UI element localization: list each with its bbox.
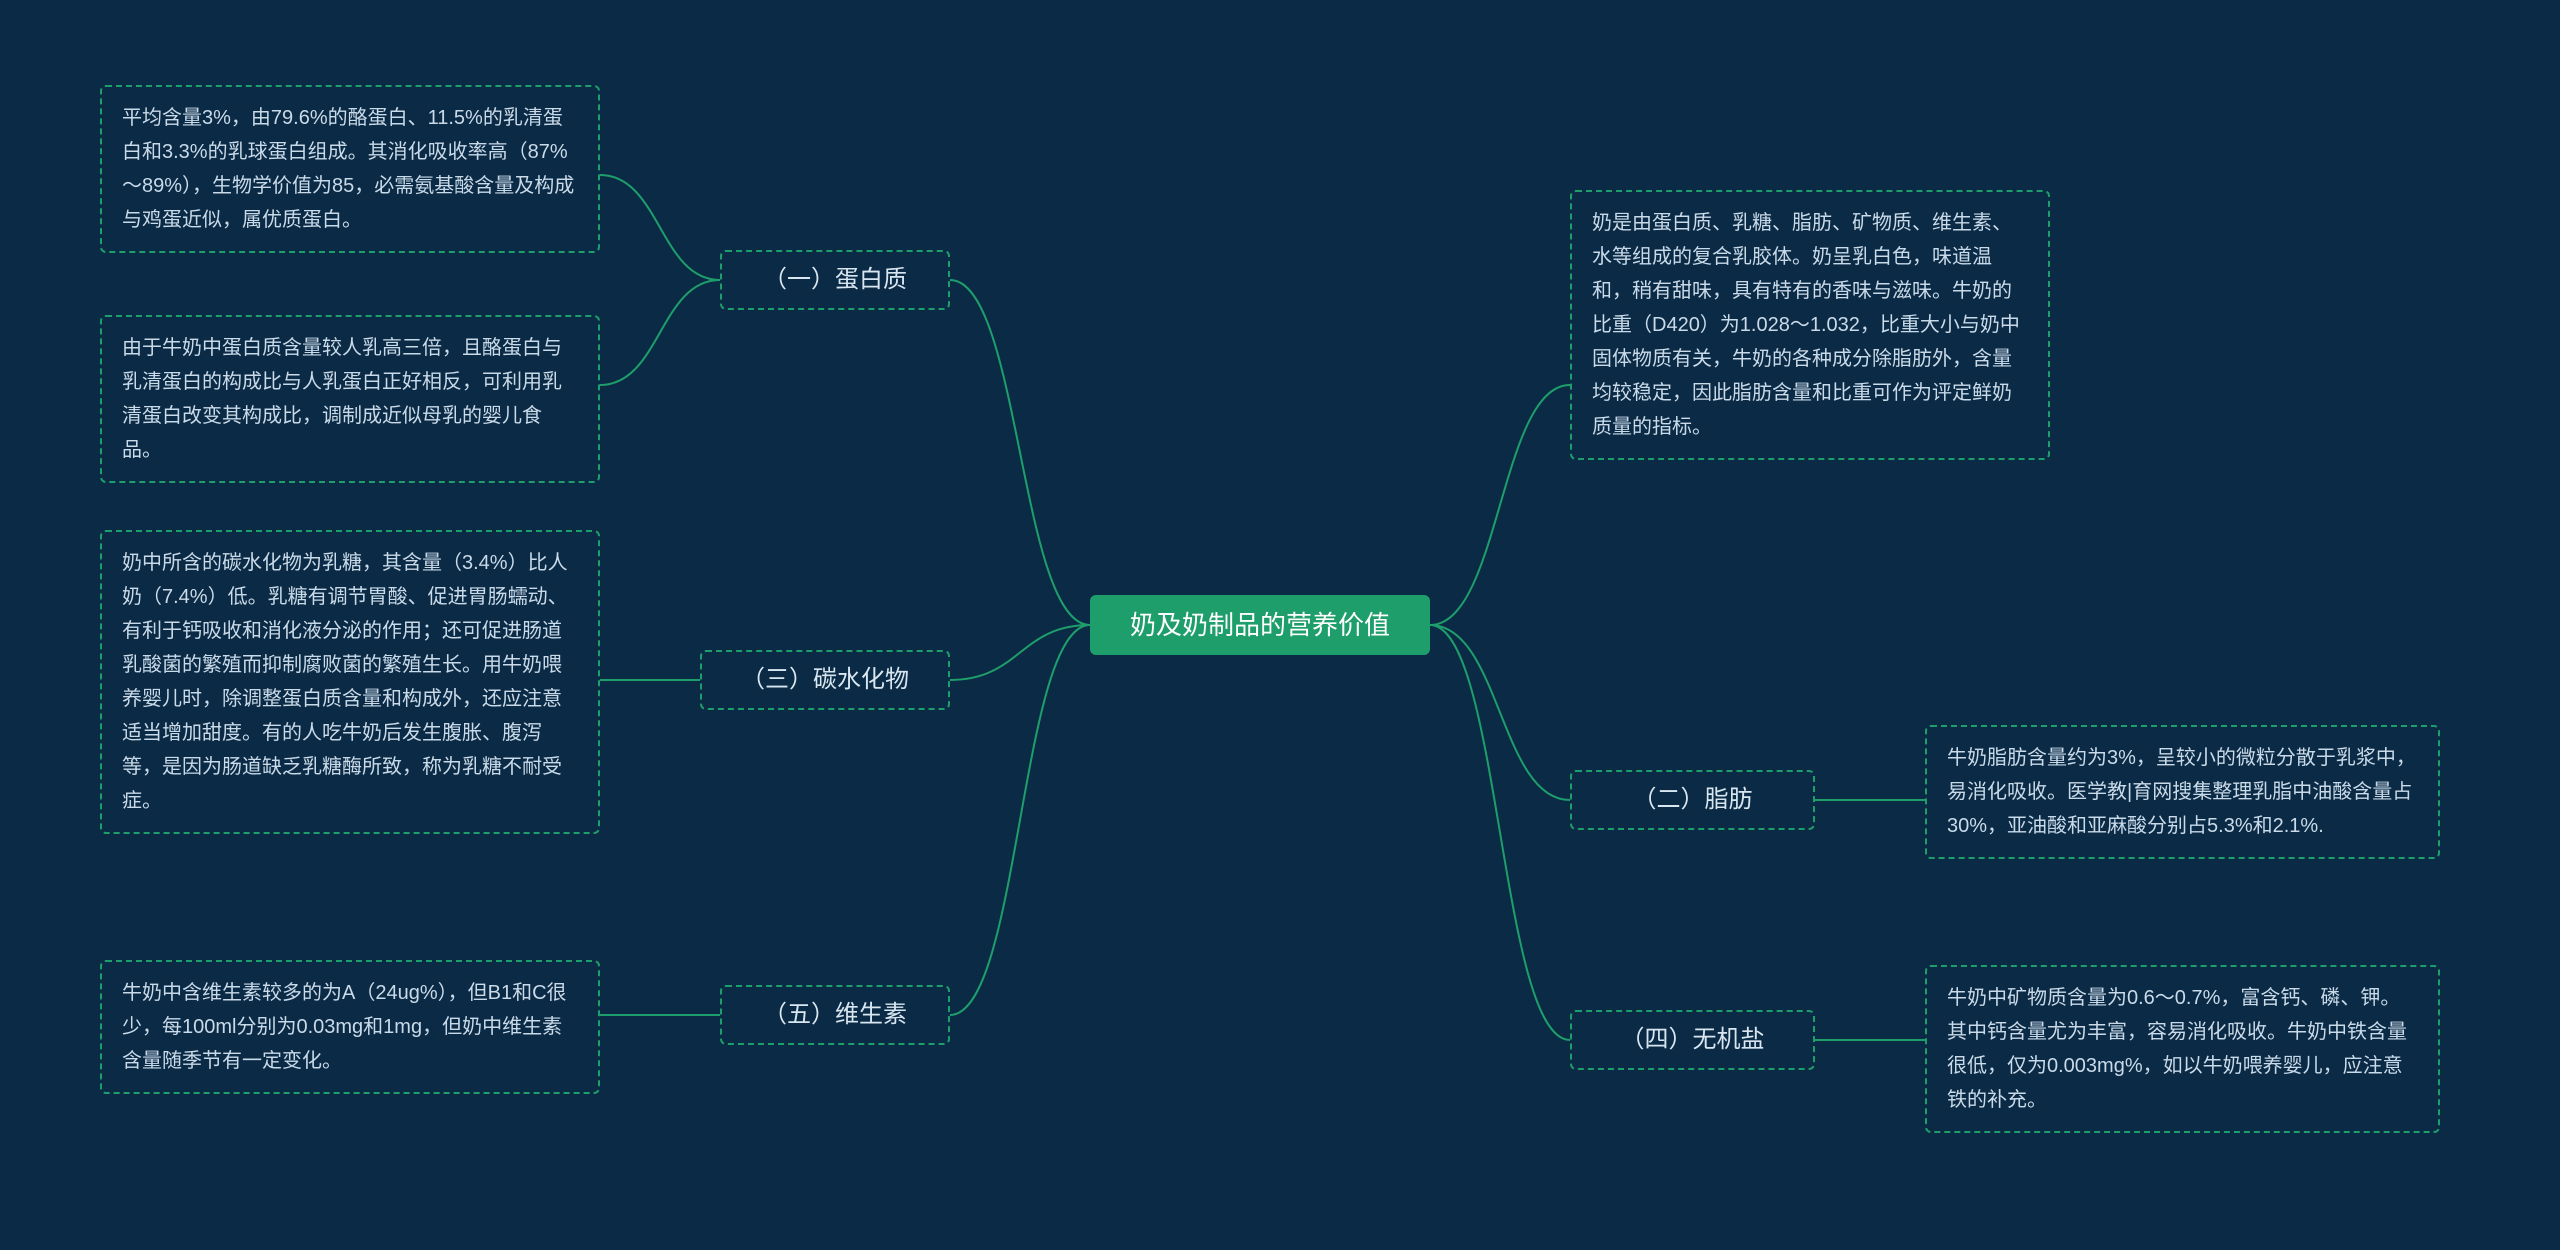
root-node: 奶及奶制品的营养价值 xyxy=(1090,595,1430,655)
leaf-protein-b: 由于牛奶中蛋白质含量较人乳高三倍，且酪蛋白与乳清蛋白的构成比与人乳蛋白正好相反，… xyxy=(100,315,600,483)
branch-carb-label: （三）碳水化物 xyxy=(722,660,928,701)
branch-protein-label: （一）蛋白质 xyxy=(742,260,928,301)
leaf-vitamin-text: 牛奶中含维生素较多的为A（24ug%），但B1和C很少，每100ml分别为0.0… xyxy=(122,976,578,1078)
leaf-fat-text: 牛奶脂肪含量约为3%，呈较小的微粒分散于乳浆中，易消化吸收。医学教|育网搜集整理… xyxy=(1947,741,2418,843)
leaf-protein-b-text: 由于牛奶中蛋白质含量较人乳高三倍，且酪蛋白与乳清蛋白的构成比与人乳蛋白正好相反，… xyxy=(122,331,578,467)
branch-vitamin: （五）维生素 xyxy=(720,985,950,1045)
branch-mineral-label: （四）无机盐 xyxy=(1592,1020,1793,1061)
branch-protein: （一）蛋白质 xyxy=(720,250,950,310)
branch-fat-label: （二）脂肪 xyxy=(1592,780,1793,821)
leaf-fat: 牛奶脂肪含量约为3%，呈较小的微粒分散于乳浆中，易消化吸收。医学教|育网搜集整理… xyxy=(1925,725,2440,859)
branch-carb: （三）碳水化物 xyxy=(700,650,950,710)
leaf-carb-text: 奶中所含的碳水化物为乳糖，其含量（3.4%）比人奶（7.4%）低。乳糖有调节胃酸… xyxy=(122,546,578,818)
intro-text: 奶是由蛋白质、乳糖、脂肪、矿物质、维生素、水等组成的复合乳胶体。奶呈乳白色，味道… xyxy=(1592,206,2028,444)
intro-leaf: 奶是由蛋白质、乳糖、脂肪、矿物质、维生素、水等组成的复合乳胶体。奶呈乳白色，味道… xyxy=(1570,190,2050,460)
leaf-protein-a-text: 平均含量3%，由79.6%的酪蛋白、11.5%的乳清蛋白和3.3%的乳球蛋白组成… xyxy=(122,101,578,237)
leaf-mineral-text: 牛奶中矿物质含量为0.6～0.7%，富含钙、磷、钾。其中钙含量尤为丰富，容易消化… xyxy=(1947,981,2418,1117)
root-label: 奶及奶制品的营养价值 xyxy=(1110,603,1410,647)
leaf-vitamin: 牛奶中含维生素较多的为A（24ug%），但B1和C很少，每100ml分别为0.0… xyxy=(100,960,600,1094)
leaf-carb: 奶中所含的碳水化物为乳糖，其含量（3.4%）比人奶（7.4%）低。乳糖有调节胃酸… xyxy=(100,530,600,834)
leaf-protein-a: 平均含量3%，由79.6%的酪蛋白、11.5%的乳清蛋白和3.3%的乳球蛋白组成… xyxy=(100,85,600,253)
branch-vitamin-label: （五）维生素 xyxy=(742,995,928,1036)
leaf-mineral: 牛奶中矿物质含量为0.6～0.7%，富含钙、磷、钾。其中钙含量尤为丰富，容易消化… xyxy=(1925,965,2440,1133)
branch-mineral: （四）无机盐 xyxy=(1570,1010,1815,1070)
branch-fat: （二）脂肪 xyxy=(1570,770,1815,830)
